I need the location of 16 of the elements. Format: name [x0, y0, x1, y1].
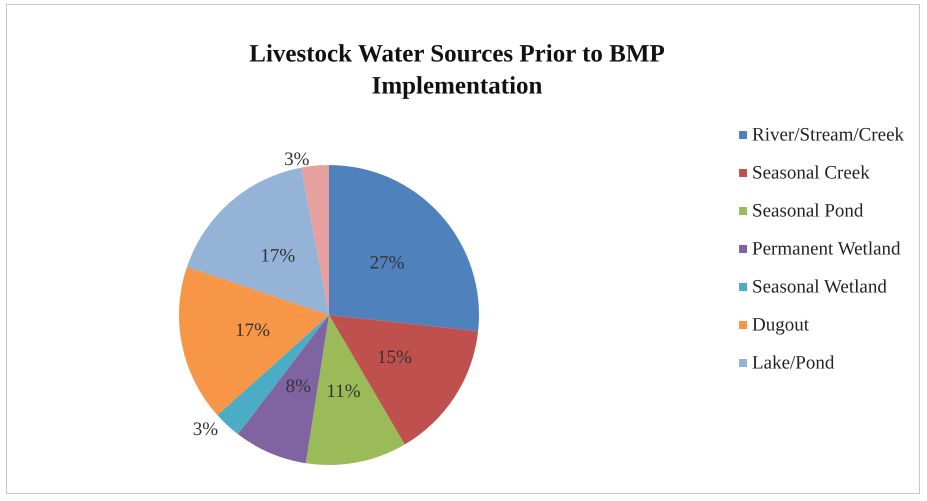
legend-label: Seasonal Wetland — [752, 276, 888, 298]
chart-title: Livestock Water Sources Prior to BMP Implementation — [249, 40, 665, 100]
data-label: 8% — [286, 376, 312, 398]
data-label: 27% — [370, 252, 405, 274]
legend-label: Lake/Pond — [752, 352, 835, 374]
data-label: 3% — [284, 149, 310, 170]
legend-label: River/Stream/Creek — [752, 124, 904, 146]
data-label: 15% — [377, 346, 412, 368]
legend-label: Seasonal Creek — [752, 162, 870, 184]
data-label: 17% — [260, 246, 296, 267]
data-label: 3% — [192, 419, 218, 440]
legend-label: Permanent Wetland — [752, 238, 902, 260]
data-label: 17% — [235, 320, 270, 342]
data-label: 11% — [326, 381, 361, 402]
legend-label: Seasonal Pond — [752, 200, 864, 222]
legend-label: Dugout — [752, 314, 810, 336]
